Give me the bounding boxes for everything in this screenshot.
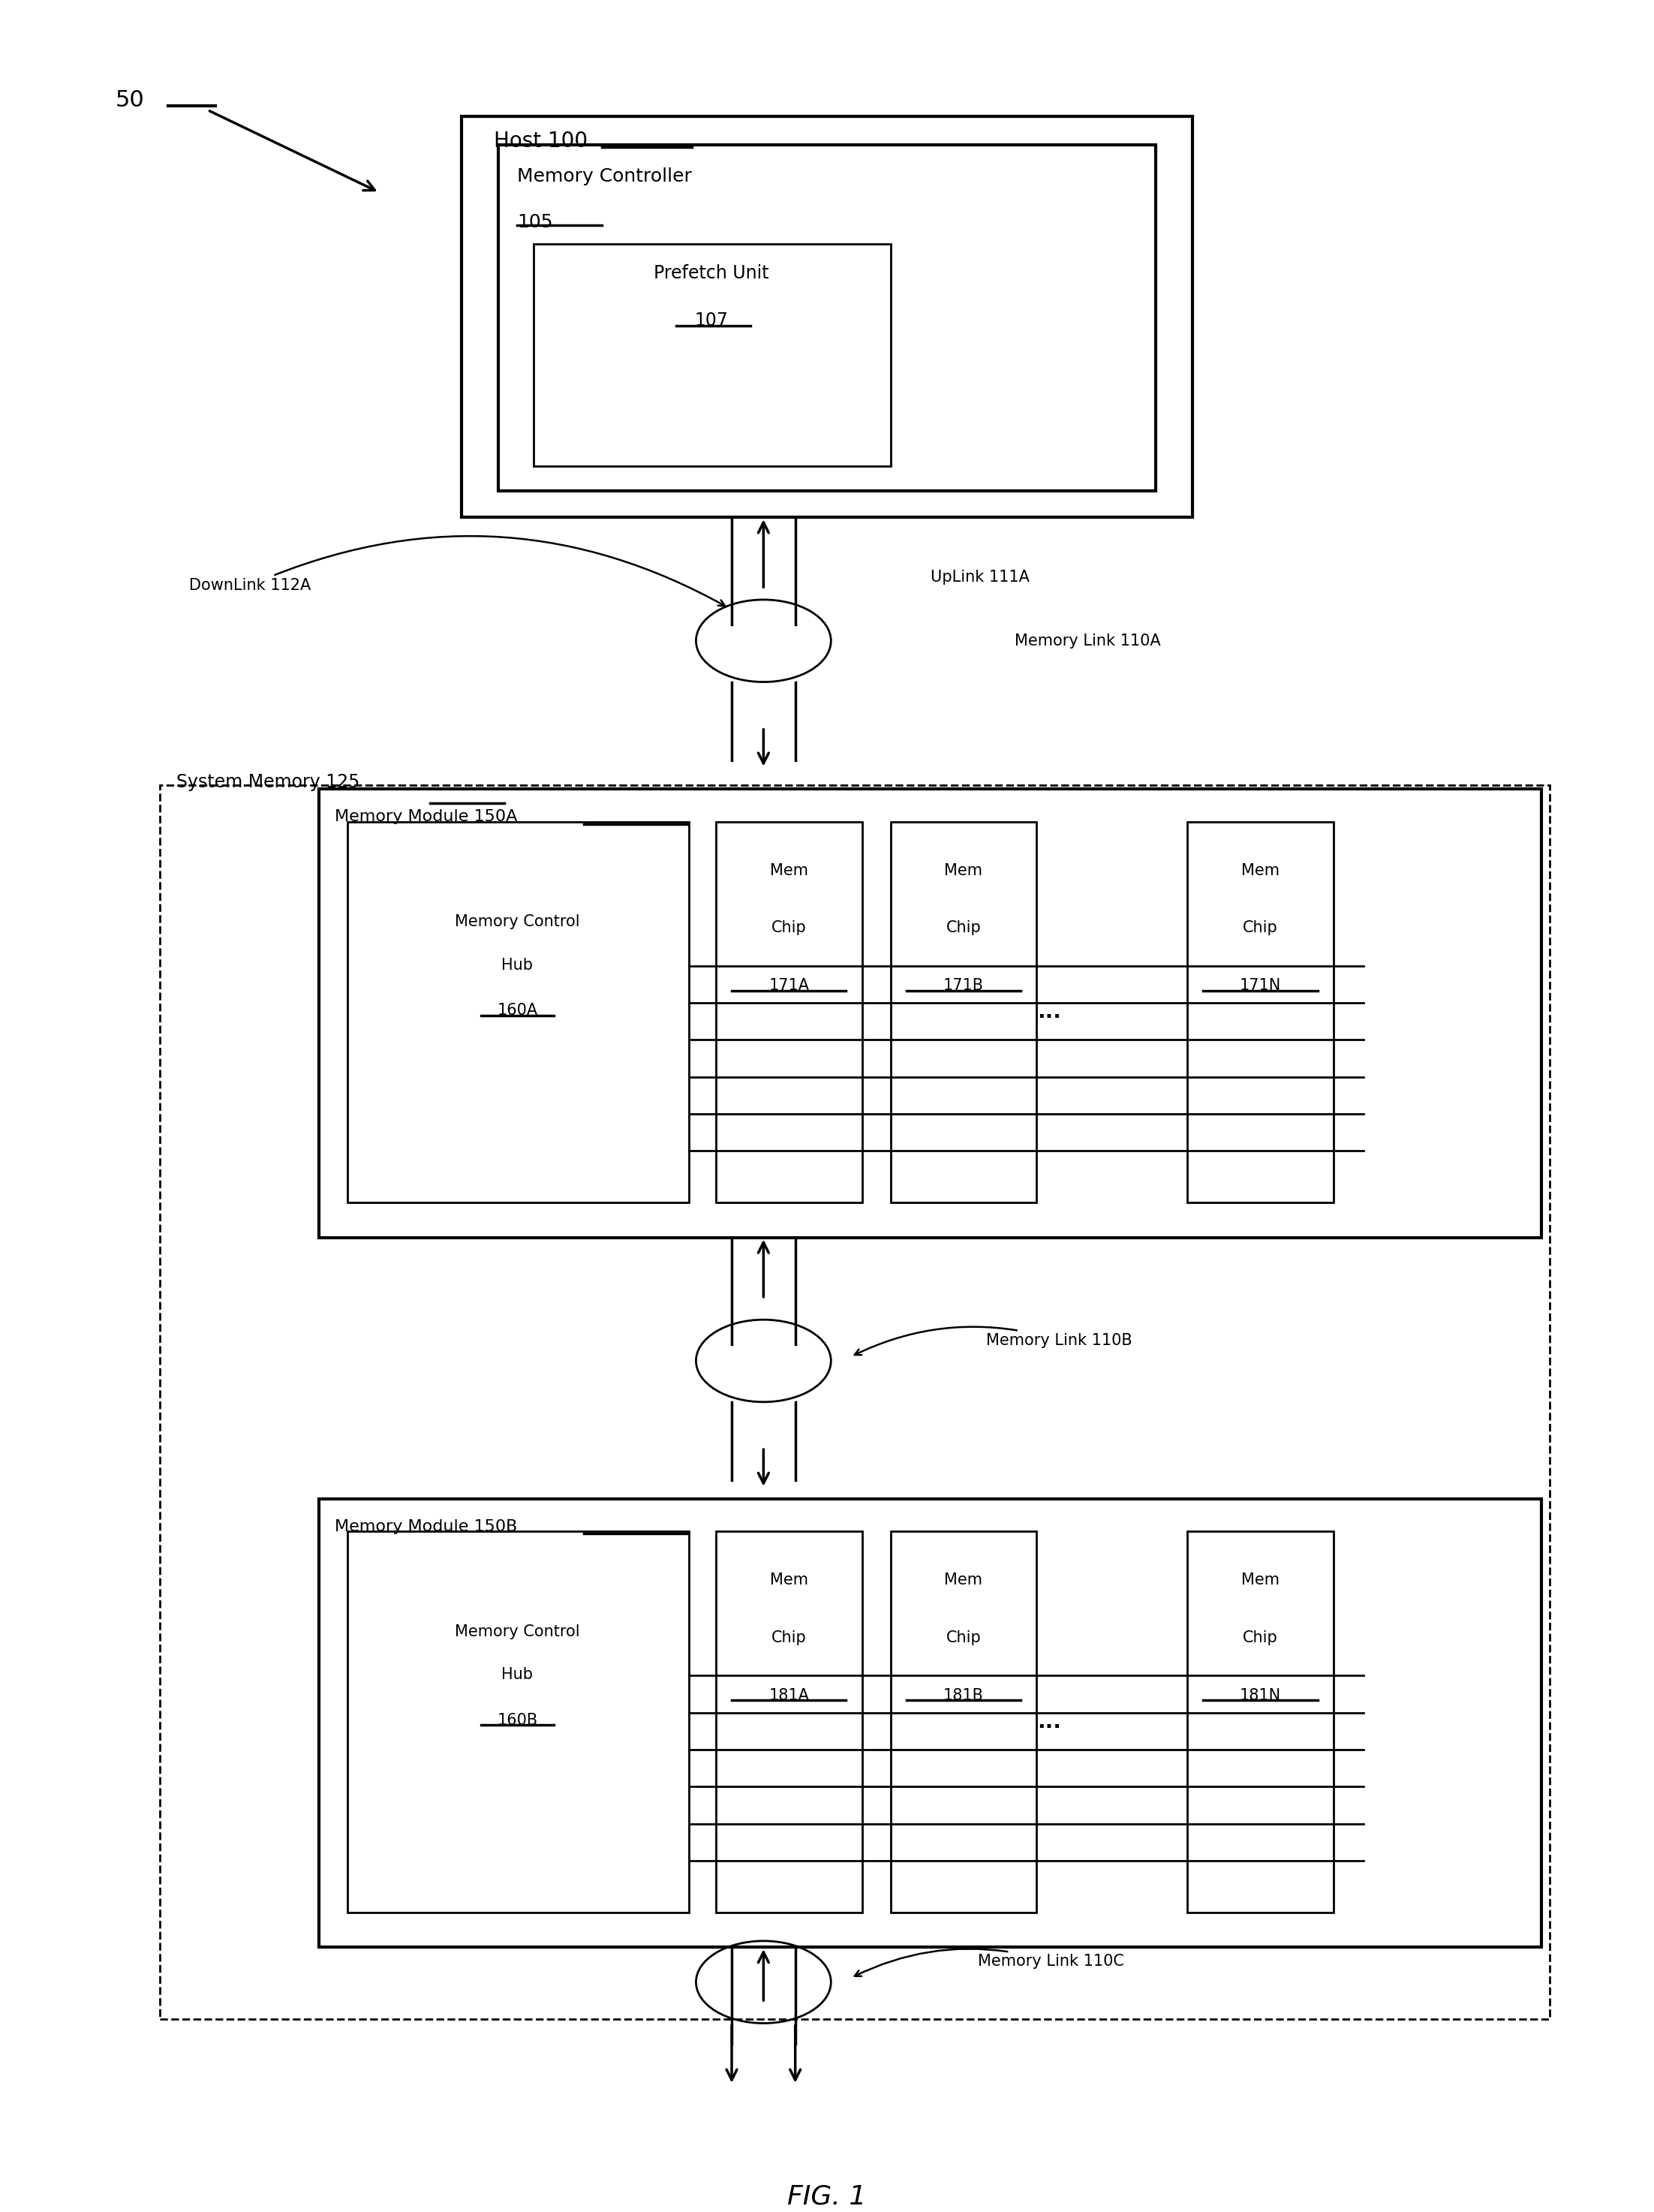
Text: ...: ... xyxy=(1037,1712,1062,1732)
Text: 105: 105 xyxy=(518,212,552,230)
Text: Memory Link 110C: Memory Link 110C xyxy=(855,1949,1125,1975)
Text: Memory Controller: Memory Controller xyxy=(518,168,691,186)
FancyBboxPatch shape xyxy=(716,1531,862,1911)
FancyBboxPatch shape xyxy=(716,823,862,1203)
Text: Memory Link 110A: Memory Link 110A xyxy=(1014,633,1161,648)
Text: Chip: Chip xyxy=(771,1630,807,1646)
Text: FIG. 1: FIG. 1 xyxy=(787,2183,867,2210)
FancyBboxPatch shape xyxy=(890,1531,1037,1911)
FancyBboxPatch shape xyxy=(319,1500,1542,1947)
Text: 107: 107 xyxy=(695,312,728,330)
Text: 160B: 160B xyxy=(498,1712,538,1728)
Text: 171N: 171N xyxy=(1240,978,1282,993)
FancyBboxPatch shape xyxy=(347,823,688,1203)
Text: Memory Control: Memory Control xyxy=(455,1624,581,1639)
Text: ...: ... xyxy=(1037,1002,1062,1022)
Text: Mem: Mem xyxy=(944,863,982,878)
FancyBboxPatch shape xyxy=(319,790,1542,1237)
Text: 160A: 160A xyxy=(498,1002,538,1018)
FancyBboxPatch shape xyxy=(533,243,890,467)
FancyBboxPatch shape xyxy=(1188,823,1333,1203)
Text: Chip: Chip xyxy=(946,1630,981,1646)
Text: System Memory 125: System Memory 125 xyxy=(175,772,359,792)
Text: 171A: 171A xyxy=(769,978,809,993)
Text: Chip: Chip xyxy=(1242,920,1279,936)
Text: Hub: Hub xyxy=(501,958,533,973)
Text: Memory Module 150A: Memory Module 150A xyxy=(334,810,518,825)
Text: Hub: Hub xyxy=(501,1668,533,1683)
Text: Mem: Mem xyxy=(944,1573,982,1588)
Text: 181A: 181A xyxy=(769,1688,809,1703)
FancyBboxPatch shape xyxy=(1188,1531,1333,1911)
Text: Memory Module 150B: Memory Module 150B xyxy=(334,1520,518,1535)
Text: 181B: 181B xyxy=(943,1688,984,1703)
Text: Memory Link 110B: Memory Link 110B xyxy=(855,1327,1131,1356)
FancyBboxPatch shape xyxy=(890,823,1037,1203)
Text: Mem: Mem xyxy=(1242,1573,1280,1588)
Text: DownLink 112A: DownLink 112A xyxy=(189,535,724,606)
Text: Host 100: Host 100 xyxy=(493,131,587,153)
Text: 50: 50 xyxy=(116,88,146,111)
FancyBboxPatch shape xyxy=(461,117,1193,518)
Text: Prefetch Unit: Prefetch Unit xyxy=(653,265,769,283)
Text: Mem: Mem xyxy=(1242,863,1280,878)
FancyBboxPatch shape xyxy=(498,146,1156,491)
Text: Mem: Mem xyxy=(769,1573,809,1588)
Text: 181N: 181N xyxy=(1240,1688,1282,1703)
Text: Chip: Chip xyxy=(946,920,981,936)
Text: Chip: Chip xyxy=(1242,1630,1279,1646)
Text: UpLink 111A: UpLink 111A xyxy=(930,568,1029,584)
FancyBboxPatch shape xyxy=(347,1531,688,1911)
Text: 171B: 171B xyxy=(943,978,984,993)
Text: Mem: Mem xyxy=(769,863,809,878)
Text: Memory Control: Memory Control xyxy=(455,914,581,929)
Text: Chip: Chip xyxy=(771,920,807,936)
